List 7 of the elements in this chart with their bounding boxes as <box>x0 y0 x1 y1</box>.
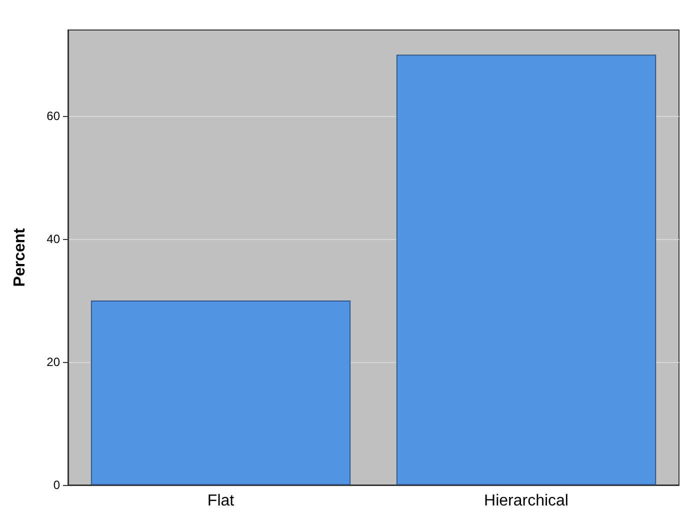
x-tick-label: Hierarchical <box>484 492 568 510</box>
y-axis-title: Percent <box>12 227 28 287</box>
y-tick-label: 0 <box>53 478 60 492</box>
y-tick-label: 60 <box>46 109 60 124</box>
x-tick-label: Flat <box>207 492 235 510</box>
y-tick-label: 40 <box>46 232 60 246</box>
y-tick-label: 20 <box>46 355 60 370</box>
